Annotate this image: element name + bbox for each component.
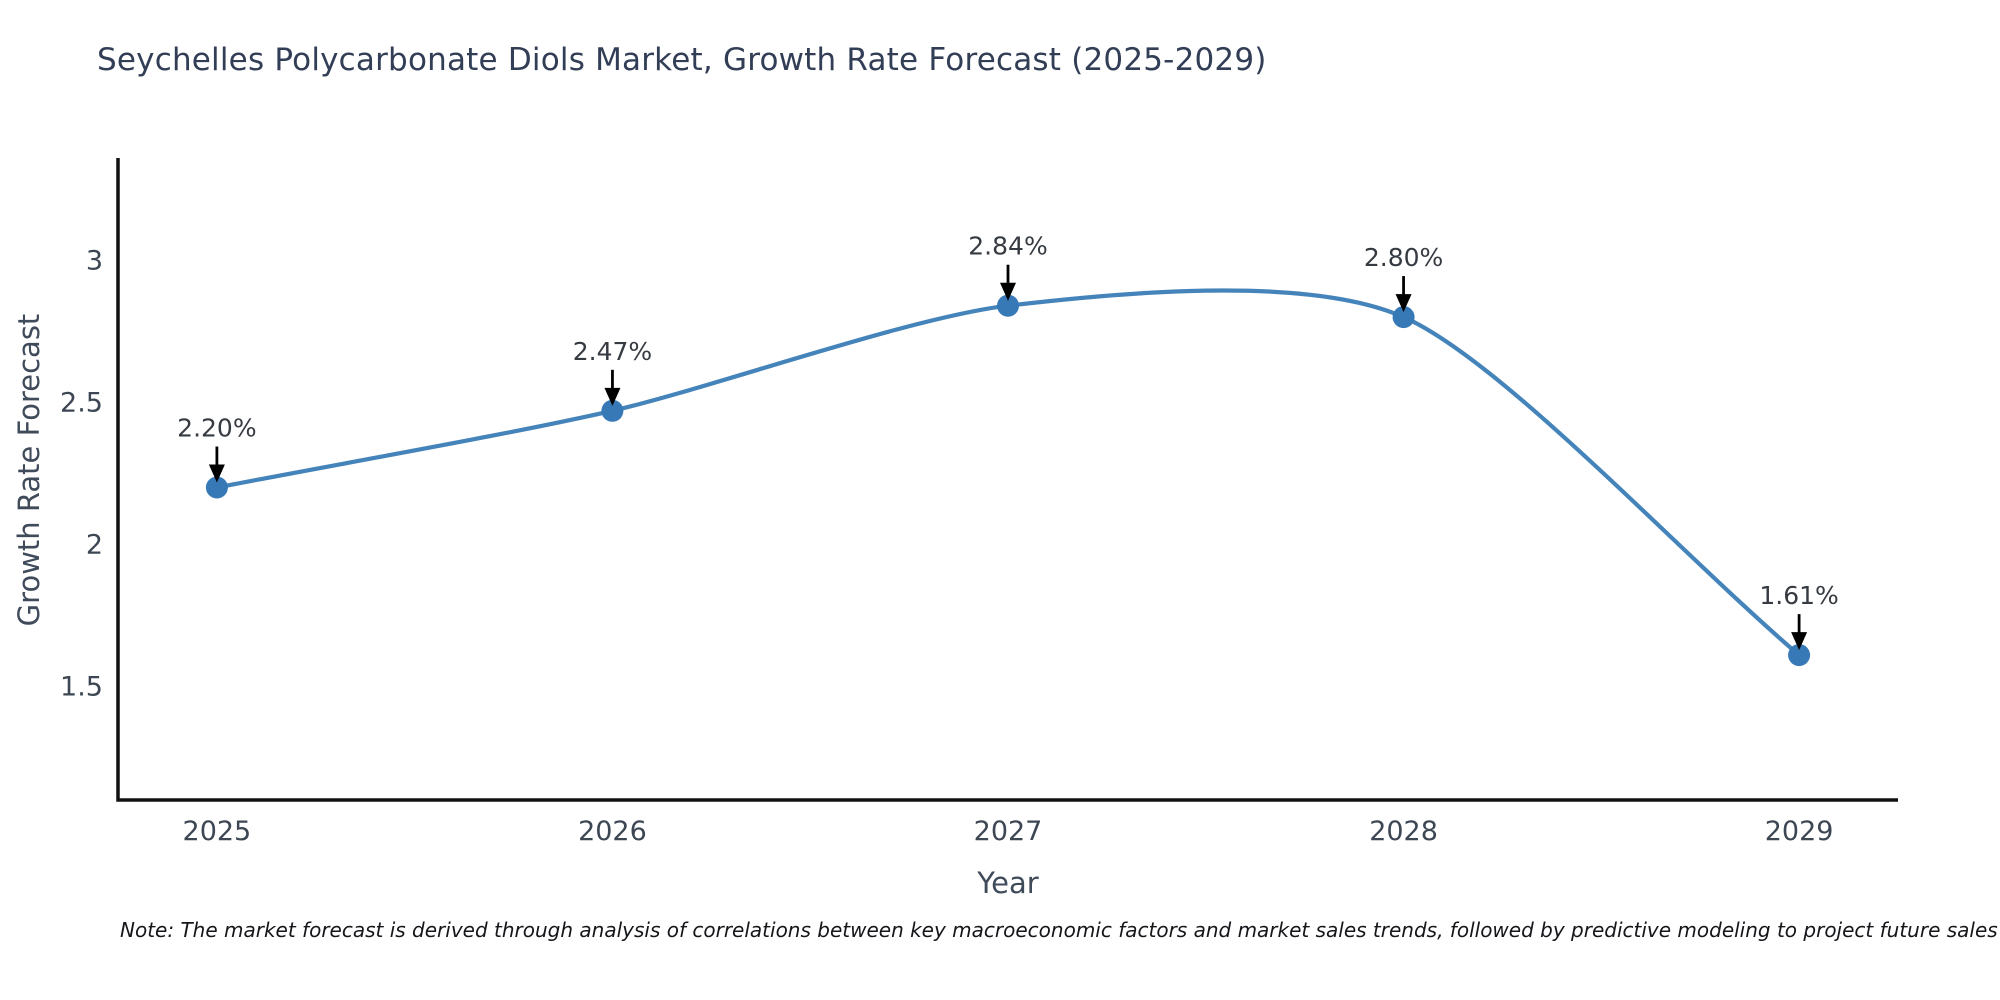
axis-spines	[116, 158, 1898, 802]
chart-title: Seychelles Polycarbonate Diols Market, G…	[97, 42, 1267, 78]
annotation-arrowhead	[208, 464, 225, 483]
footnote-text: Note: The market forecast is derived thr…	[120, 918, 1998, 942]
data-point-label: 2.80%	[1364, 243, 1443, 272]
x-tick-label: 2025	[183, 816, 252, 847]
trend-line	[214, 288, 1802, 658]
data-point-marker	[601, 399, 624, 422]
x-tick-label: 2029	[1765, 816, 1834, 847]
data-point-marker	[205, 476, 228, 499]
annotation-arrowhead	[1395, 294, 1412, 313]
data-point-label: 2.20%	[177, 414, 256, 443]
data-point-label: 2.84%	[968, 232, 1047, 261]
y-tick-label: 2.5	[60, 387, 103, 418]
y-tick-label: 3	[86, 245, 103, 276]
data-point-marker	[1788, 644, 1811, 667]
data-point-marker	[997, 294, 1019, 317]
y-tick-label: 1.5	[60, 671, 103, 702]
annotation-arrowhead	[604, 387, 621, 406]
x-tick-label: 2026	[578, 816, 647, 847]
x-axis-title: Year	[977, 866, 1039, 900]
x-tick-label: 2027	[974, 816, 1043, 847]
data-point-label: 1.61%	[1759, 581, 1838, 610]
x-tick-label: 2028	[1369, 816, 1438, 847]
y-axis-title: Growth Rate Forecast	[12, 313, 46, 627]
data-point-label: 2.47%	[573, 337, 652, 366]
annotation-arrowhead	[1000, 282, 1016, 301]
y-tick-label: 2	[86, 529, 103, 560]
annotation-arrowhead	[1791, 632, 1808, 651]
data-point-marker	[1392, 306, 1415, 329]
